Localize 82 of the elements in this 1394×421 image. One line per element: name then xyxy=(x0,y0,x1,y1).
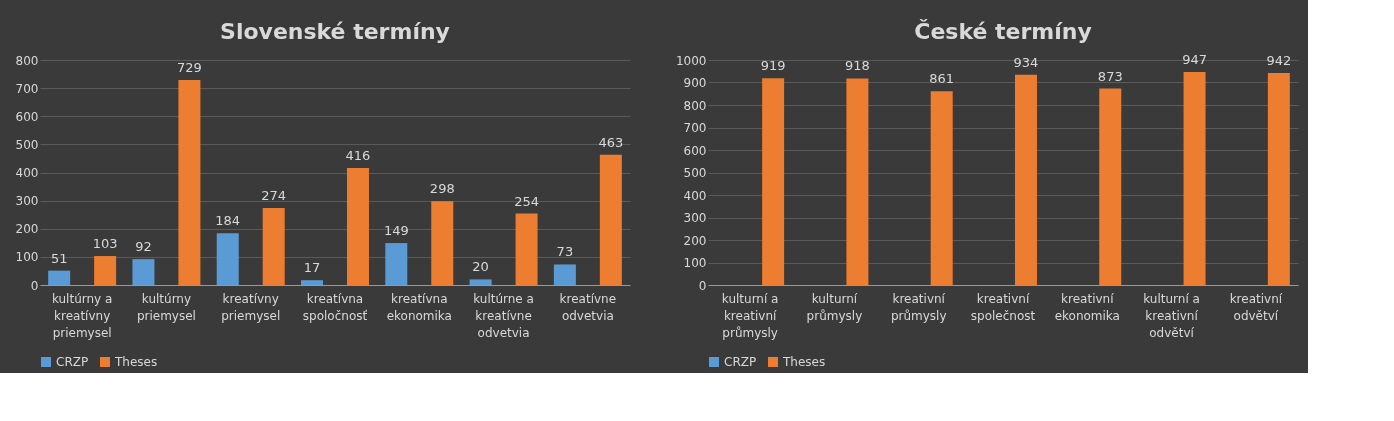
bar xyxy=(262,207,285,285)
bar xyxy=(846,78,869,285)
x-tick-label: kreatívna spoločnosť xyxy=(302,291,368,323)
bar xyxy=(346,168,369,285)
bar xyxy=(1267,73,1290,285)
y-tick-label: 600 xyxy=(683,143,707,158)
y-tick-label: 800 xyxy=(15,53,39,68)
bar xyxy=(94,256,117,285)
bar xyxy=(1099,88,1122,285)
x-tick-label: kreatívny priemysel xyxy=(221,291,281,323)
data-label: 861 xyxy=(929,71,955,87)
chart-title: České termíny xyxy=(914,18,1092,44)
x-tick-label: kultúrny a kreatívny priemysel xyxy=(51,291,113,340)
chart-title: Slovenské termíny xyxy=(220,19,450,44)
bar xyxy=(132,259,155,285)
bar xyxy=(553,264,576,285)
data-label: 463 xyxy=(598,134,624,150)
data-label: 416 xyxy=(345,148,371,163)
y-tick-label: 500 xyxy=(15,137,39,152)
bar xyxy=(48,270,71,285)
data-label: 298 xyxy=(429,181,455,197)
y-tick-label: 700 xyxy=(15,81,39,96)
x-tick-label: kultúrne a kreatívne odvetvia xyxy=(473,291,534,340)
y-tick-label: 600 xyxy=(15,109,39,124)
data-label: 17 xyxy=(303,260,321,276)
x-tick-label: kulturní a kreativní odvětví xyxy=(1143,291,1200,340)
data-label: 51 xyxy=(50,250,68,266)
legend-label: CRZP xyxy=(724,355,757,369)
y-tick-label: 700 xyxy=(683,121,707,135)
data-label: 729 xyxy=(177,59,202,75)
x-tick-label: kulturní průmysly xyxy=(806,291,863,323)
data-label: 919 xyxy=(760,58,786,74)
data-label: 103 xyxy=(92,236,118,252)
data-label: 149 xyxy=(383,223,409,239)
legend-label: Theses xyxy=(114,355,158,369)
bar xyxy=(216,233,239,285)
y-tick-label: 800 xyxy=(683,98,707,113)
y-tick-label: 400 xyxy=(15,166,39,180)
data-label: 934 xyxy=(1013,54,1039,70)
data-label: 274 xyxy=(261,187,287,203)
bar xyxy=(385,243,408,285)
bar xyxy=(599,154,622,285)
data-label: 20 xyxy=(472,259,489,275)
y-tick-label: 100 xyxy=(15,250,39,265)
legend-label: Theses xyxy=(782,355,826,369)
bar xyxy=(431,201,454,285)
bar xyxy=(301,280,324,285)
legend-label: CRZP xyxy=(56,355,89,369)
data-label: 918 xyxy=(845,58,870,74)
data-label: 947 xyxy=(1182,51,1207,67)
data-label: 184 xyxy=(215,213,241,229)
y-tick-label: 1000 xyxy=(675,53,707,68)
y-tick-label: 100 xyxy=(683,256,707,270)
y-tick-label: 200 xyxy=(15,222,39,237)
bar xyxy=(762,78,785,285)
bar xyxy=(930,91,953,285)
x-tick-label: kulturní a kreativní průmysly xyxy=(721,291,779,340)
y-tick-label: 300 xyxy=(15,194,39,209)
data-label: 73 xyxy=(556,244,574,260)
bar xyxy=(469,279,492,285)
x-tick-label: kreativní společnost xyxy=(970,291,1036,323)
x-tick-label: kreativní odvětví xyxy=(1229,291,1283,323)
x-tick-label: kreatívna ekonomika xyxy=(386,291,452,323)
x-tick-label: kultúrny priemysel xyxy=(136,291,196,323)
y-tick-label: 900 xyxy=(683,76,707,90)
y-tick-label: 400 xyxy=(683,188,707,203)
bar xyxy=(1183,71,1206,285)
y-tick-label: 300 xyxy=(683,211,707,225)
y-tick-label: 200 xyxy=(683,233,707,248)
x-tick-label: kreatívne odvetvia xyxy=(559,291,617,323)
bar xyxy=(1014,74,1037,285)
data-label: 92 xyxy=(135,239,152,255)
bar xyxy=(178,79,201,285)
x-tick-label: kreativní ekonomika xyxy=(1054,291,1120,323)
data-label: 942 xyxy=(1266,53,1292,69)
data-label: 873 xyxy=(1097,68,1123,84)
bar xyxy=(515,213,538,285)
y-tick-label: 0 xyxy=(698,278,707,293)
y-tick-label: 500 xyxy=(683,166,707,180)
x-tick-label: kreativní průmysly xyxy=(890,291,947,323)
y-tick-label: 0 xyxy=(30,278,39,293)
data-label: 254 xyxy=(514,193,539,209)
